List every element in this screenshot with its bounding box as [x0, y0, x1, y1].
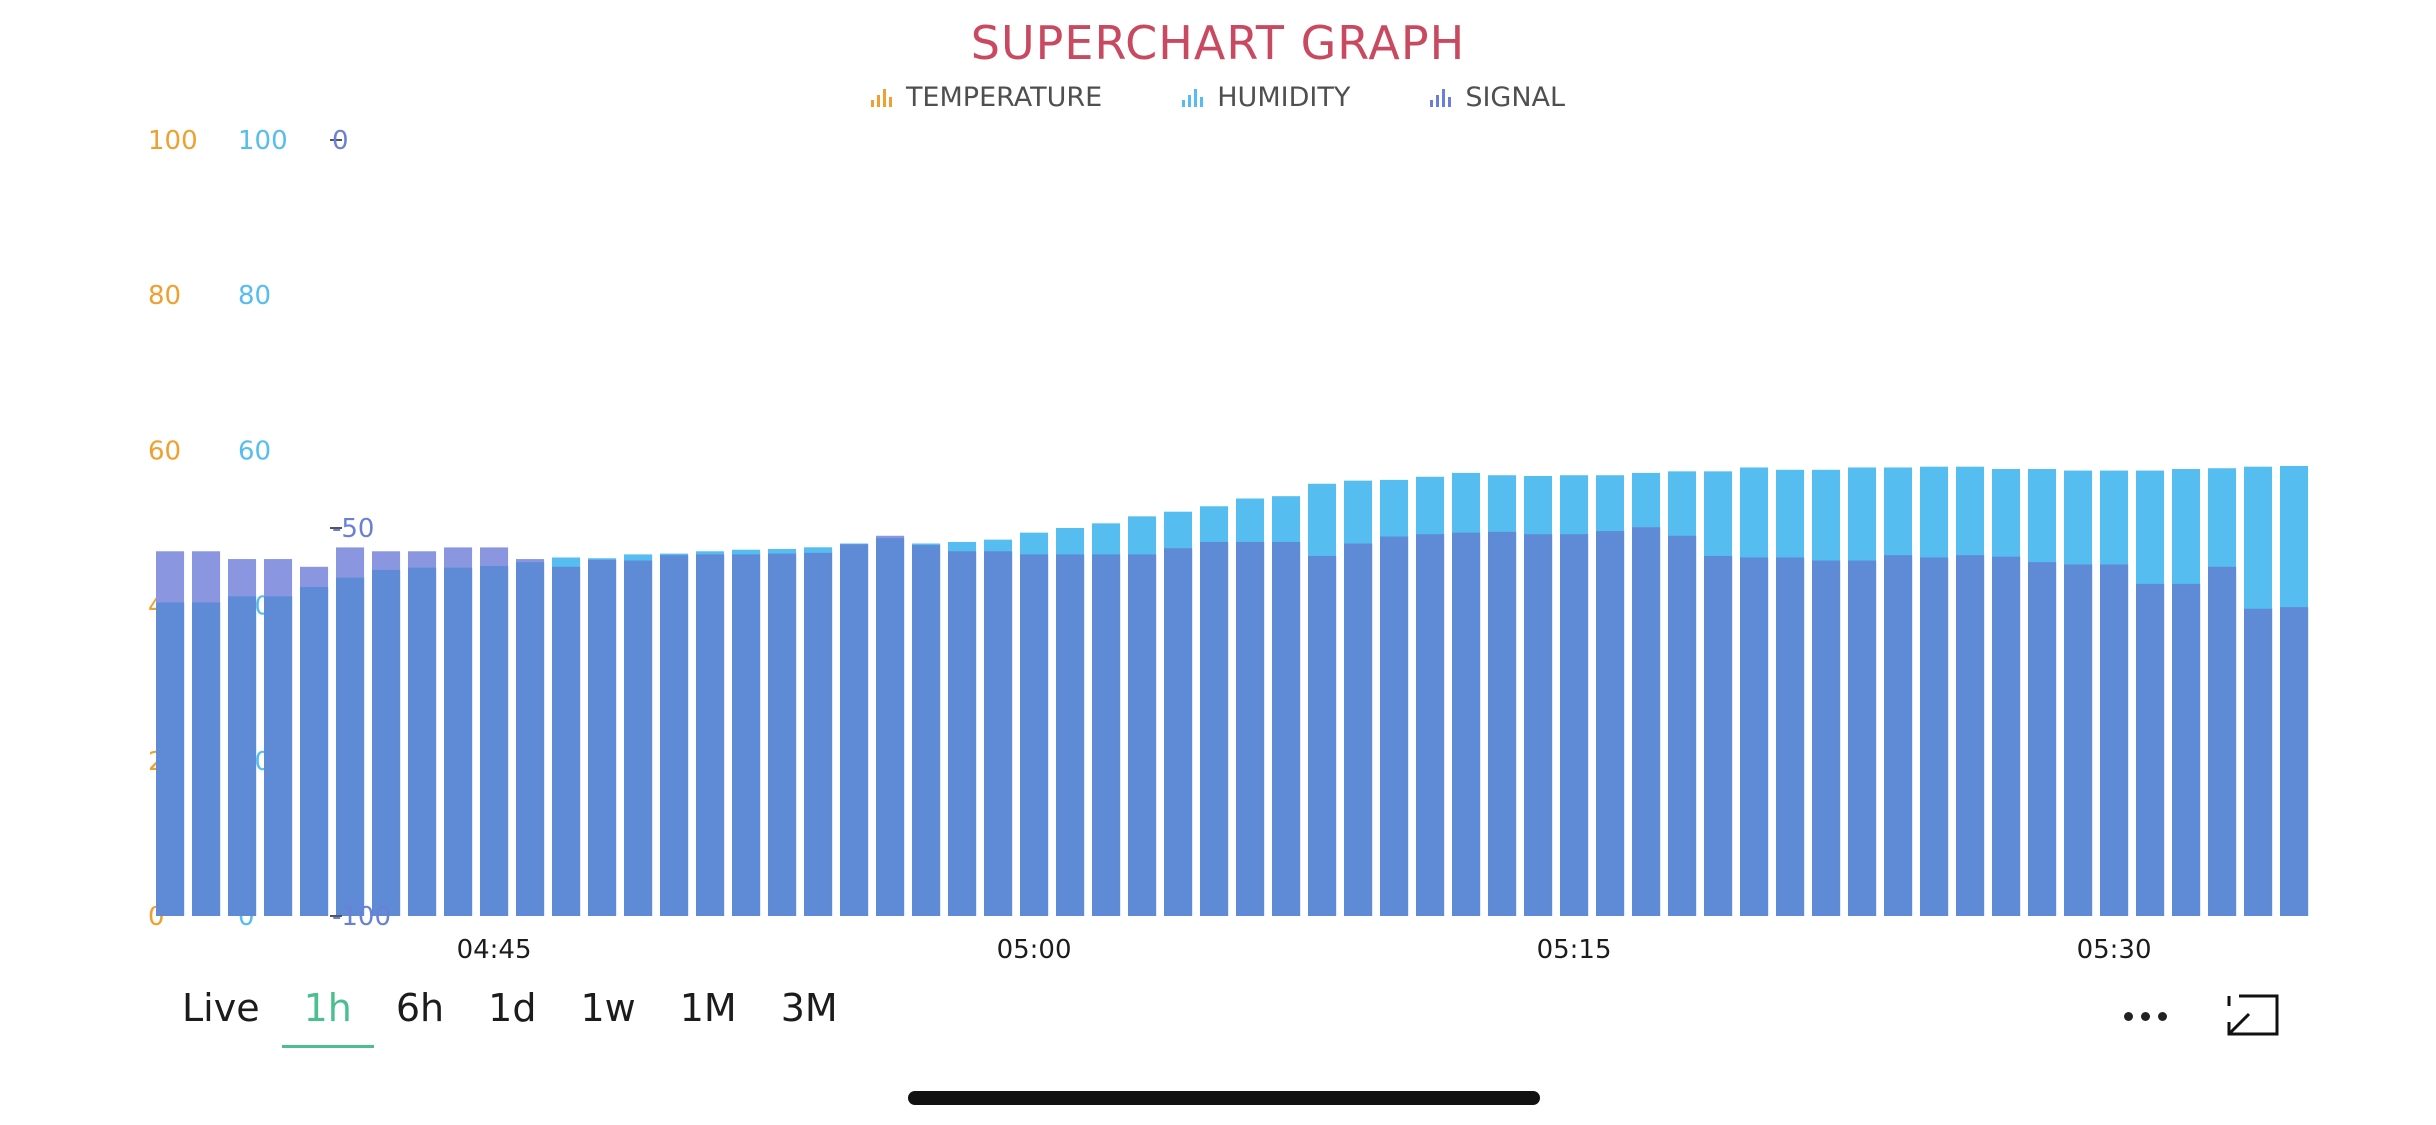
bar-temperature[interactable]	[2280, 607, 2308, 916]
home-indicator	[908, 1091, 1540, 1105]
bar-temperature[interactable]	[1272, 542, 1300, 916]
bar-temperature[interactable]	[1128, 554, 1156, 916]
y-tick-label-temperature: 60	[148, 436, 181, 466]
bar-temperature[interactable]	[624, 561, 652, 916]
bar-temperature[interactable]	[156, 602, 184, 916]
bar-temperature[interactable]	[732, 554, 760, 916]
tab-6h[interactable]: 6h	[374, 980, 466, 1048]
bar-temperature[interactable]	[516, 562, 544, 916]
bar-temperature[interactable]	[1632, 527, 1660, 916]
more-dot	[2124, 1012, 2133, 1021]
bar-temperature[interactable]	[336, 578, 364, 916]
bar-temperature[interactable]	[2100, 564, 2128, 916]
bar-temperature[interactable]	[228, 596, 256, 916]
x-tick-label: 05:15	[1537, 935, 1612, 960]
bar-temperature[interactable]	[2208, 567, 2236, 916]
x-tick-label: 05:30	[2077, 935, 2152, 960]
time-range-tabs: Live 1h 6h 1d 1w 1M 3M	[160, 980, 860, 1048]
y-tick-label-signal: -100	[332, 902, 391, 932]
more-button[interactable]	[2110, 996, 2180, 1036]
bar-temperature[interactable]	[192, 602, 220, 916]
tab-1h[interactable]: 1h	[282, 980, 374, 1048]
bar-temperature[interactable]	[1236, 542, 1264, 916]
y-tick-label-signal: 0	[332, 126, 349, 156]
y-tick-label-signal: -50	[332, 514, 374, 544]
bar-temperature[interactable]	[408, 568, 436, 916]
bar-temperature[interactable]	[1020, 554, 1048, 916]
exit-fullscreen-icon[interactable]	[2225, 992, 2281, 1038]
bar-temperature[interactable]	[1668, 536, 1696, 916]
bar-temperature[interactable]	[2064, 564, 2092, 916]
bar-temperature[interactable]	[1956, 555, 1984, 916]
bar-temperature[interactable]	[984, 551, 1012, 916]
bar-temperature[interactable]	[1920, 557, 1948, 916]
bar-temperature[interactable]	[588, 560, 616, 916]
x-tick-label: 04:45	[457, 935, 532, 960]
bar-temperature[interactable]	[1380, 537, 1408, 916]
bar-temperature[interactable]	[1344, 544, 1372, 916]
tab-live[interactable]: Live	[160, 980, 282, 1048]
tab-1w[interactable]: 1w	[558, 980, 657, 1048]
bar-temperature[interactable]	[2136, 584, 2164, 916]
bar-temperature[interactable]	[696, 554, 724, 916]
bar-temperature[interactable]	[1812, 561, 1840, 916]
y-tick-label-temperature: 100	[148, 126, 198, 156]
bar-temperature[interactable]	[300, 587, 328, 916]
x-tick-label: 05:00	[997, 935, 1072, 960]
bar-temperature[interactable]	[1308, 556, 1336, 916]
bar-temperature[interactable]	[1056, 554, 1084, 916]
bar-temperature[interactable]	[1452, 533, 1480, 916]
bar-temperature[interactable]	[480, 566, 508, 916]
tab-1d[interactable]: 1d	[466, 980, 558, 1048]
more-dot	[2141, 1012, 2150, 1021]
bar-temperature[interactable]	[1524, 534, 1552, 916]
bar-temperature[interactable]	[840, 544, 868, 916]
bar-temperature[interactable]	[2172, 584, 2200, 916]
bar-temperature[interactable]	[1488, 532, 1516, 916]
bar-temperature[interactable]	[2244, 609, 2272, 916]
bar-temperature[interactable]	[660, 555, 688, 916]
bar-temperature[interactable]	[1164, 548, 1192, 916]
bar-temperature[interactable]	[768, 554, 796, 916]
bar-temperature[interactable]	[804, 553, 832, 916]
bar-temperature[interactable]	[372, 570, 400, 916]
bar-temperature[interactable]	[2028, 562, 2056, 916]
bar-temperature[interactable]	[264, 596, 292, 916]
bar-temperature[interactable]	[876, 538, 904, 916]
tab-3m[interactable]: 3M	[759, 980, 860, 1048]
bar-temperature[interactable]	[1704, 556, 1732, 916]
bar-temperature[interactable]	[1884, 555, 1912, 916]
bar-temperature[interactable]	[1092, 554, 1120, 916]
bar-temperature[interactable]	[1416, 534, 1444, 916]
bar-temperature[interactable]	[1848, 561, 1876, 916]
y-tick-label-humidity: 80	[238, 281, 271, 311]
tab-1m[interactable]: 1M	[658, 980, 759, 1048]
bar-temperature[interactable]	[444, 568, 472, 916]
more-dot	[2158, 1012, 2167, 1021]
y-tick-label-temperature: 80	[148, 281, 181, 311]
bar-temperature[interactable]	[1776, 557, 1804, 916]
chart-plot-area[interactable]: 020406080100020406080100-100-50004:4505:…	[0, 0, 2436, 960]
y-tick-label-humidity: 100	[238, 126, 288, 156]
bar-temperature[interactable]	[1740, 557, 1768, 916]
bar-temperature[interactable]	[552, 567, 580, 916]
bar-temperature[interactable]	[1200, 542, 1228, 916]
bar-temperature[interactable]	[912, 545, 940, 916]
bar-temperature[interactable]	[1992, 557, 2020, 916]
y-tick-label-humidity: 60	[238, 436, 271, 466]
bar-temperature[interactable]	[1596, 531, 1624, 916]
bar-temperature[interactable]	[1560, 534, 1588, 916]
bar-temperature[interactable]	[948, 551, 976, 916]
